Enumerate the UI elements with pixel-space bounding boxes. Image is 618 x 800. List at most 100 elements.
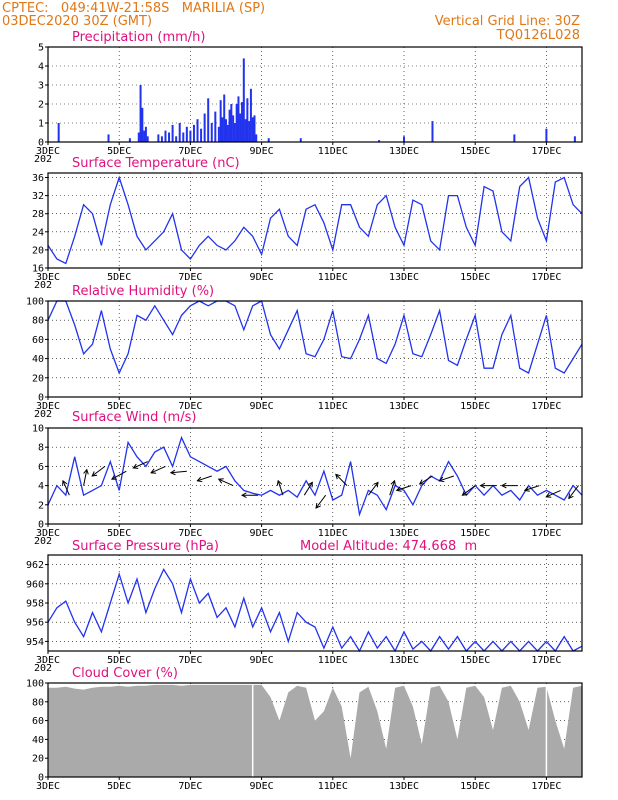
wind-arrow-head [390, 479, 396, 486]
precip-bar [157, 134, 160, 142]
precip-bar [107, 134, 110, 142]
wind-arrow-head [196, 476, 203, 483]
precip-bar [207, 98, 210, 142]
x-tick-label: 11DEC [318, 655, 348, 666]
wind-arrow [83, 469, 88, 486]
y-tick-label: 40 [32, 354, 44, 365]
precip-bar [237, 96, 240, 142]
x-tick-label: 11DEC [318, 401, 348, 412]
x-tick-label: 5DEC [107, 272, 131, 283]
panel-wind: Surface Wind (m/s) 0 2 4 6 8 10 3DEC 5DEC 7DEC 9DE… [32, 410, 583, 547]
panel-title-rh: Relative Humidity (%) [72, 284, 214, 299]
y-tick-label: 960 [26, 579, 44, 590]
model-altitude: Model Altitude: 474.668 m [300, 539, 477, 554]
precip-bar [137, 132, 140, 142]
header-location: CPTEC: 049:41W-21:58S MARILIA (SP) [2, 1, 265, 16]
y-tick-label: 6 [38, 462, 44, 473]
x-tick-label: 15DEC [460, 528, 490, 539]
precip-bar [192, 124, 195, 142]
x-tick-label: 9DEC [250, 272, 274, 283]
x-year-mark: 202 [34, 154, 52, 165]
precip-bar [242, 58, 245, 142]
x-tick-label: 7DEC [178, 401, 202, 412]
x-tick-label: 13DEC [389, 146, 419, 157]
x-tick-label: 3DEC [36, 272, 60, 283]
x-tick-label: 15DEC [460, 655, 490, 666]
precip-bar [217, 126, 220, 142]
y-tick-label: 954 [26, 637, 44, 648]
x-tick-label: 17DEC [531, 781, 561, 792]
wind-arrow-head [83, 468, 89, 475]
wind-arrow [419, 475, 433, 485]
panel-title-pres: Surface Pressure (hPa) [72, 539, 219, 554]
x-tick-label: 3DEC [36, 401, 60, 412]
panel-frame [47, 682, 583, 778]
wind-arrow-head [315, 502, 321, 509]
x-tick-label: 11DEC [318, 528, 348, 539]
wind-arrow [303, 482, 313, 496]
y-tick-label: 5 [38, 43, 44, 54]
precip-bar [248, 121, 251, 142]
wind-arrow [170, 470, 187, 474]
y-tick-label: 2 [38, 100, 44, 111]
precip-bar [171, 124, 174, 142]
x-tick-label: 9DEC [250, 528, 274, 539]
x-tick-label: 15DEC [460, 401, 490, 412]
wind-arrow-head [500, 482, 507, 489]
y-tick-label: 100 [26, 297, 44, 308]
wind-arrow [277, 480, 284, 496]
precip-bar [253, 115, 256, 142]
x-tick-label: 15DEC [460, 272, 490, 283]
x-year-mark: 202 [34, 663, 52, 674]
wind-arrow [62, 480, 70, 496]
precip-bar [403, 136, 405, 142]
wind-arrow [396, 485, 412, 491]
precip-bar [255, 134, 258, 142]
x-tick-label: 3DEC [36, 655, 60, 666]
y-tick-label: 0 [38, 138, 44, 149]
precip-bar [164, 130, 167, 142]
panel-precip: Precipitation (mm/h) 0 1 2 3 4 5 3DEC 5DEC 7DEC 9D… [34, 30, 583, 165]
wind-arrow-head [418, 479, 425, 485]
precip-bar [144, 126, 147, 142]
panel-rh: Relative Humidity (%) 0 20 40 60 80 100 3DEC 5DE… [26, 284, 583, 420]
x-tick-label: 17DEC [531, 655, 561, 666]
panel-cloud: Cloud Cover (%) 0 20 40 60 80 100 3DEC 5DEC 7DEC 9… [26, 666, 583, 792]
wind-arrow [315, 494, 327, 509]
panel-frame [47, 427, 583, 525]
x-tick-label: 3DEC [36, 781, 60, 792]
precip-bar [223, 94, 226, 142]
x-tick-label: 17DEC [531, 528, 561, 539]
wind-arrow-head [169, 469, 176, 476]
wind-arrow-head [568, 493, 574, 500]
y-tick-label: 1 [38, 119, 44, 130]
wind-arrow-head [132, 463, 139, 469]
precip-bar [219, 100, 222, 142]
precip-bar [214, 111, 217, 142]
x-tick-label: 13DEC [389, 528, 419, 539]
x-tick-label: 3DEC [36, 528, 60, 539]
y-tick-label: 24 [32, 227, 44, 238]
precip-bar [168, 132, 171, 142]
precip-bar [246, 98, 249, 142]
x-tick-label: 5DEC [107, 146, 131, 157]
x-tick-label: 7DEC [178, 146, 202, 157]
y-tick-label: 80 [32, 697, 44, 708]
x-tick-label: 5DEC [107, 401, 131, 412]
precip-bar [143, 130, 146, 142]
x-tick-label: 17DEC [531, 146, 561, 157]
precip-bar [249, 88, 252, 142]
wind-arrow [133, 461, 148, 469]
y-tick-label: 80 [32, 316, 44, 327]
x-tick-label: 7DEC [178, 528, 202, 539]
panel-title-cloud: Cloud Cover (%) [72, 666, 178, 681]
header-grid-line: Vertical Grid Line: 30Z [435, 14, 580, 29]
precip-bar [545, 128, 548, 142]
y-tick-label: 956 [26, 618, 44, 629]
precip-bar [244, 119, 247, 142]
series-line-temp [47, 175, 583, 265]
wind-arrow-head [240, 492, 247, 499]
precip-bar [226, 124, 229, 142]
x-tick-label: 9DEC [250, 146, 274, 157]
